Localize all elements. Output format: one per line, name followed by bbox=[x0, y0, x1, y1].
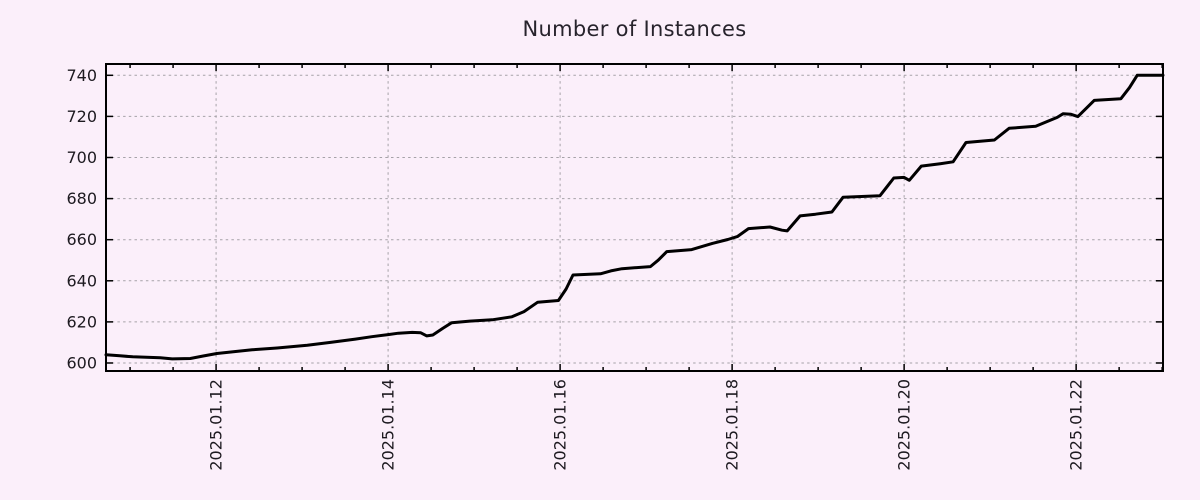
tick-marks bbox=[106, 64, 1163, 371]
plot-border-rect bbox=[105, 63, 1164, 372]
chart-title: Number of Instances bbox=[522, 17, 747, 41]
data-series bbox=[104, 73, 1165, 361]
y-tick-label: 740 bbox=[66, 66, 97, 85]
y-tick-label: 600 bbox=[66, 353, 97, 372]
y-tick-label: 700 bbox=[66, 148, 97, 167]
y-tick-label: 620 bbox=[66, 312, 97, 331]
x-tick-label: 2025.01.12 bbox=[207, 379, 226, 471]
x-tick-label: 2025.01.14 bbox=[379, 379, 398, 471]
y-tick-label: 660 bbox=[66, 230, 97, 249]
y-tick-label: 640 bbox=[66, 271, 97, 290]
data-series-line bbox=[104, 73, 1165, 361]
gridlines bbox=[106, 64, 1163, 371]
plot-border bbox=[105, 63, 1164, 372]
axis-tick-labels: 600 620 640 660 680 700 720 740 2025.01.12 2025.0… bbox=[66, 66, 1085, 471]
x-tick-label: 2025.01.20 bbox=[895, 379, 914, 471]
x-tick-label: 2025.01.22 bbox=[1067, 379, 1086, 471]
x-tick-label: 2025.01.18 bbox=[723, 379, 742, 471]
y-tick-label: 680 bbox=[66, 189, 97, 208]
y-tick-label: 720 bbox=[66, 107, 97, 126]
x-tick-label: 2025.01.16 bbox=[551, 379, 570, 471]
